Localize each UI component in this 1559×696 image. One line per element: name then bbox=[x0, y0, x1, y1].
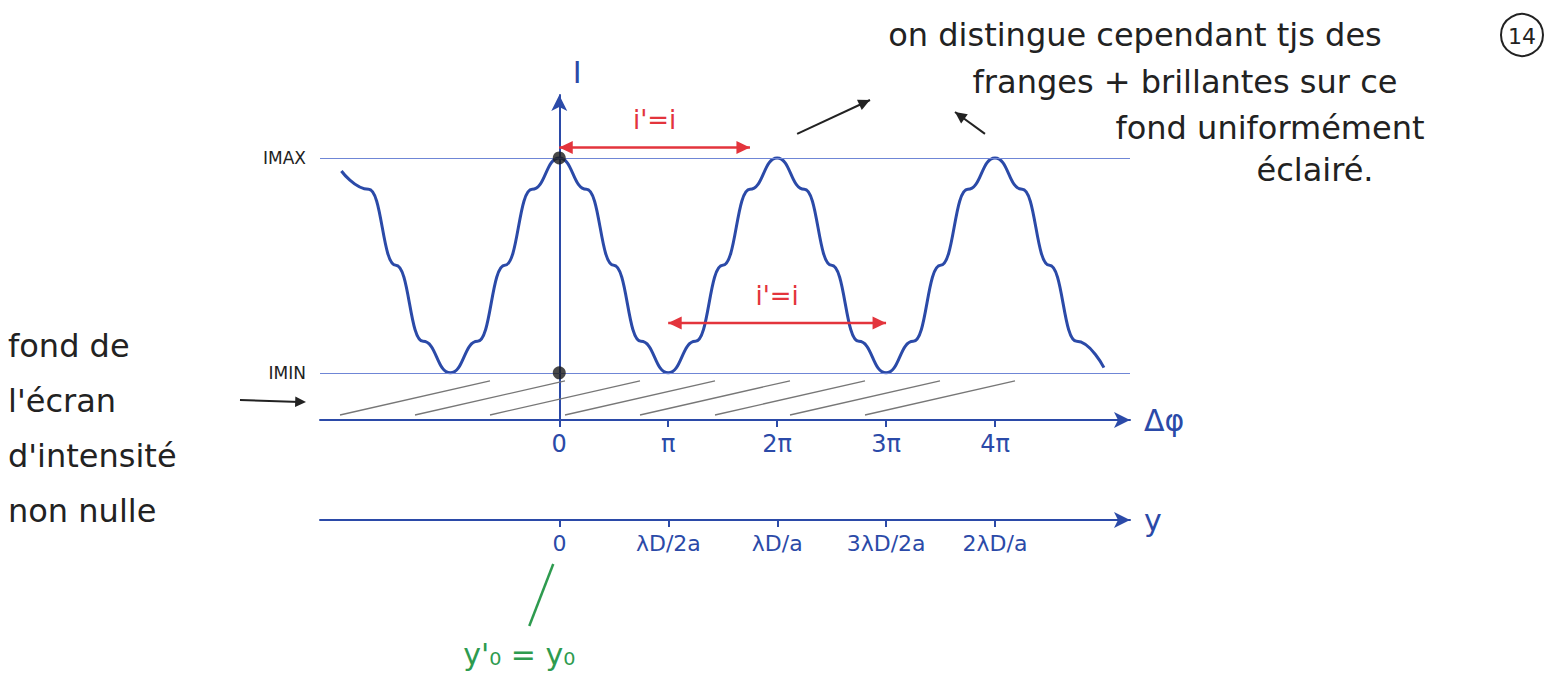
svg-text:IMIN: IMIN bbox=[269, 363, 306, 383]
svg-text:λD/a: λD/a bbox=[752, 531, 803, 556]
svg-text:π: π bbox=[661, 430, 675, 458]
svg-text:I: I bbox=[573, 55, 582, 90]
svg-text:y'₀ = y₀: y'₀ = y₀ bbox=[463, 637, 575, 672]
svg-text:fond de: fond de bbox=[8, 327, 130, 365]
svg-text:éclairé.: éclairé. bbox=[1257, 151, 1374, 189]
svg-text:λD/2a: λD/2a bbox=[636, 531, 701, 556]
svg-text:2λD/a: 2λD/a bbox=[963, 531, 1028, 556]
svg-text:2π: 2π bbox=[762, 430, 792, 458]
svg-text:i'=i: i'=i bbox=[633, 105, 676, 135]
svg-text:14: 14 bbox=[1508, 24, 1536, 49]
svg-text:i'=i: i'=i bbox=[755, 281, 798, 311]
svg-text:3π: 3π bbox=[871, 430, 901, 458]
svg-text:d'intensité: d'intensité bbox=[8, 437, 177, 475]
svg-text:0: 0 bbox=[552, 430, 567, 458]
svg-text:IMAX: IMAX bbox=[263, 148, 306, 168]
svg-text:0: 0 bbox=[553, 531, 567, 556]
svg-text:l'écran: l'écran bbox=[8, 382, 116, 420]
svg-text:3λD/2a: 3λD/2a bbox=[847, 531, 926, 556]
svg-text:y: y bbox=[1144, 503, 1162, 538]
svg-text:fond uniformément: fond uniformément bbox=[1115, 109, 1424, 147]
svg-text:4π: 4π bbox=[980, 430, 1010, 458]
svg-text:franges + brillantes sur ce: franges + brillantes sur ce bbox=[973, 63, 1398, 101]
svg-text:Δφ: Δφ bbox=[1144, 403, 1184, 438]
svg-text:on distingue cependant tjs des: on distingue cependant tjs des bbox=[888, 16, 1382, 54]
svg-text:non nulle: non nulle bbox=[8, 492, 156, 530]
